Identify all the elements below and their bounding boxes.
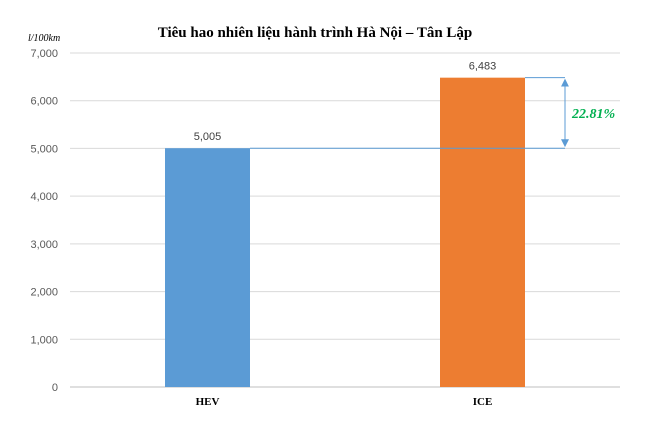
data-label: 5,005: [194, 131, 222, 143]
difference-percent-label: 22.81%: [571, 107, 615, 122]
chart-title: Tiêu hao nhiên liệu hành trình Hà Nội – …: [158, 25, 473, 41]
x-axis-ticks: HEV ICE: [196, 396, 493, 408]
y-tick-label: 7,000: [30, 48, 58, 60]
y-axis-ticks: 0 1,000 2,000 3,000 4,000 5,000 6,000 7,000: [30, 48, 58, 394]
y-tick-label: 1,000: [30, 334, 58, 346]
x-tick-label: ICE: [473, 396, 493, 408]
y-tick-label: 4,000: [30, 191, 58, 203]
y-tick-label: 2,000: [30, 287, 58, 299]
bars: [165, 77, 525, 388]
y-tick-label: 5,000: [30, 143, 58, 155]
y-tick-label: 6,000: [30, 96, 58, 108]
y-tick-label: 3,000: [30, 239, 58, 251]
y-axis-label: l/100km: [28, 33, 60, 44]
data-labels: 5,005 6,483: [194, 61, 497, 144]
difference-annotation: 22.81%: [250, 77, 615, 149]
bar-ice: [440, 77, 525, 388]
data-label: 6,483: [469, 61, 497, 73]
x-tick-label: HEV: [196, 396, 220, 408]
y-tick-label: 0: [52, 382, 58, 394]
bar-hev: [165, 148, 250, 387]
gridlines: [70, 52, 620, 388]
